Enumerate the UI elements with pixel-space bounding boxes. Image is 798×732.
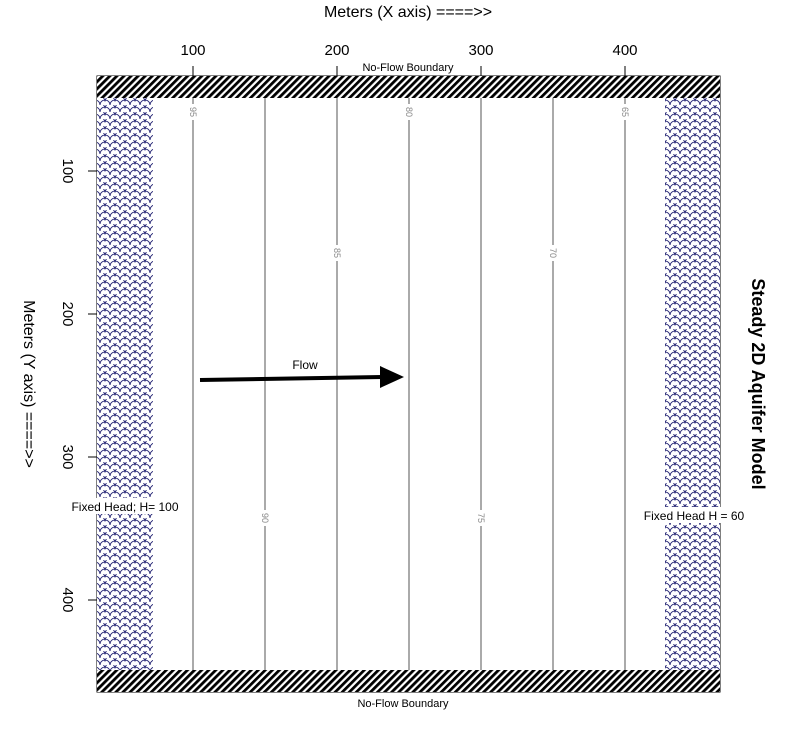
x-axis-title: Meters (X axis) ====>>: [324, 4, 492, 21]
contour-label: 65: [620, 107, 630, 117]
contour-label: 75: [476, 513, 486, 523]
contour-label: 70: [548, 248, 558, 258]
contour-label: 95: [188, 107, 198, 117]
contour-label: 90: [260, 513, 270, 523]
y-tick-label: 300: [59, 444, 76, 469]
right-head-label-bg: [638, 507, 750, 523]
left-fixed-head-label: Fixed Head; H= 100: [71, 500, 178, 514]
top-boundary-label: No-Flow Boundary: [362, 62, 454, 74]
flow-label: Flow: [292, 358, 318, 372]
contour-label: 85: [332, 248, 342, 258]
right-fixed-head-label: Fixed Head H = 60: [644, 509, 745, 523]
y-tick-label: 400: [59, 587, 76, 612]
x-tick-label: 100: [180, 42, 205, 59]
contour-label: 80: [404, 107, 414, 117]
y-tick-marks: [88, 170, 97, 601]
diagram-title: Steady 2D Aquifer Model: [748, 278, 768, 489]
flow-arrow: [199, 366, 404, 388]
x-tick-label: 400: [612, 42, 637, 59]
head-contours: [192, 98, 626, 670]
x-tick-label: 300: [468, 42, 493, 59]
left-fixed-head-zone: [97, 98, 153, 670]
contour-label-gaps: [188, 104, 630, 526]
top-no-flow-boundary: [97, 76, 720, 98]
x-tick-marks: [192, 66, 626, 76]
right-fixed-head-zone: [665, 98, 720, 670]
x-tick-label: 200: [324, 42, 349, 59]
y-tick-label: 200: [59, 301, 76, 326]
bottom-no-flow-boundary: [97, 670, 720, 692]
left-head-label-bg: [66, 498, 184, 514]
bottom-boundary-label: No-Flow Boundary: [357, 698, 449, 710]
y-tick-label: 100: [59, 158, 76, 183]
y-axis-title: Meters (Y axis) ====>>: [20, 300, 37, 468]
